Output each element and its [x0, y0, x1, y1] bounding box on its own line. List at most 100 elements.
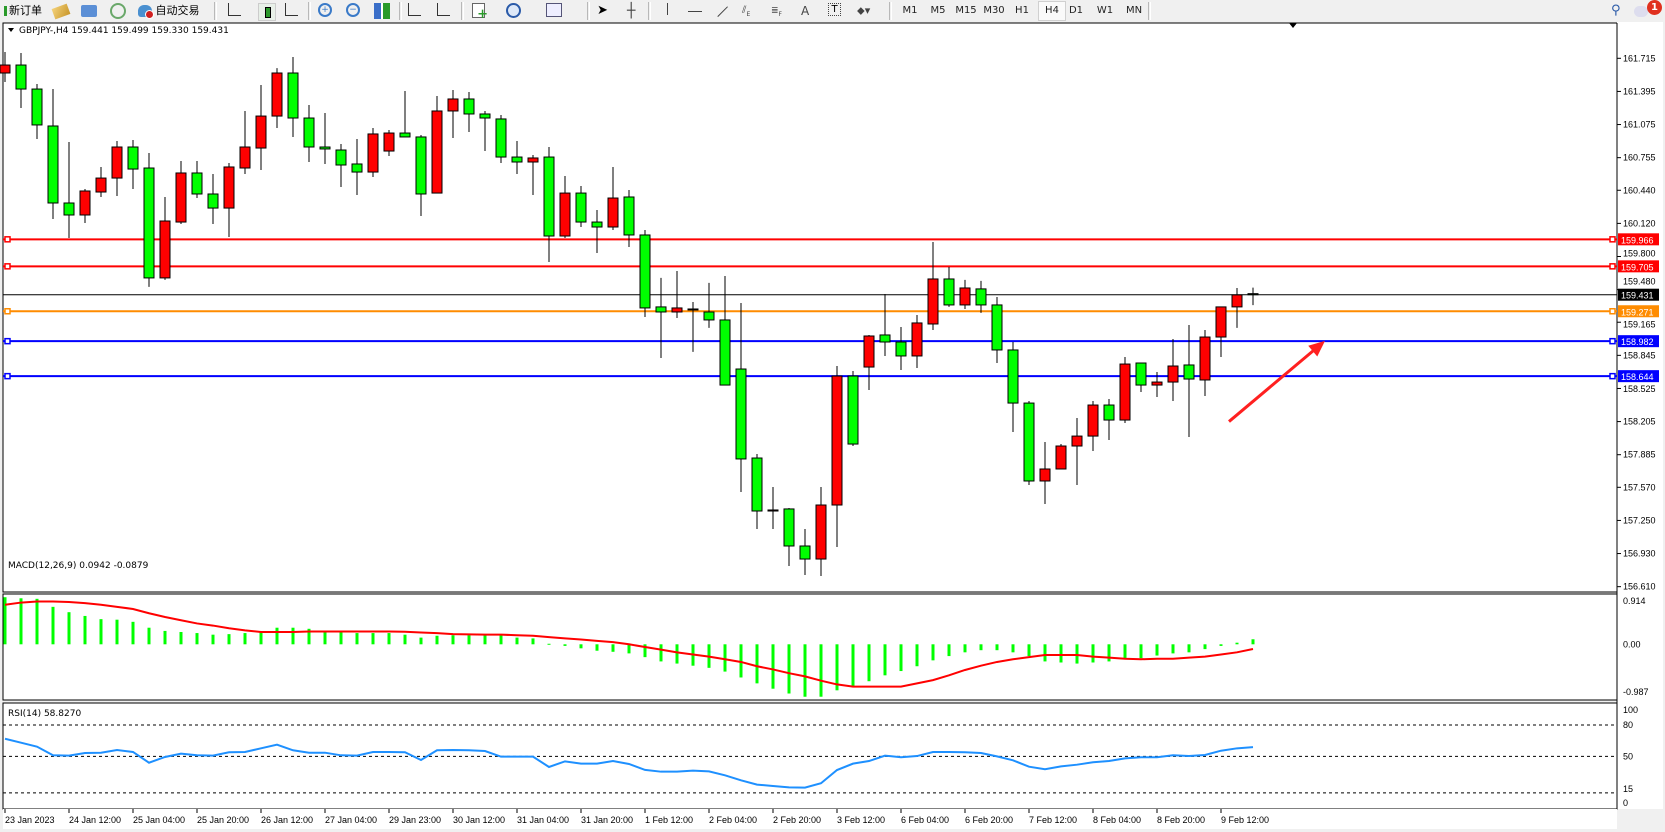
indicators-icon[interactable]: + — [472, 3, 488, 21]
bearish-candle — [847, 375, 859, 445]
chart-title: GBPJPY-,H4 159.441 159.499 159.330 159.4… — [19, 26, 229, 36]
bearish-candle — [415, 136, 427, 195]
bearish-candle — [319, 146, 331, 150]
bullish-candle — [607, 197, 619, 228]
macd-histogram-bar — [579, 644, 583, 649]
timeframe-m5[interactable]: M5 — [930, 5, 946, 16]
macd-histogram-bar — [211, 634, 215, 645]
text-label-icon[interactable]: T — [828, 3, 841, 16]
bullish-candle — [831, 375, 843, 506]
macd-histogram-bar — [995, 644, 999, 651]
price-tick-label: 161.075 — [1623, 120, 1656, 130]
macd-histogram-bar — [179, 631, 183, 645]
time-tick-label: 25 Jan 04:00 — [133, 815, 185, 825]
macd-histogram-bar — [227, 634, 231, 645]
macd-histogram-bar — [627, 644, 631, 654]
macd-histogram-bar — [515, 637, 519, 645]
macd-histogram-bar — [19, 598, 23, 645]
arrow-head-icon — [1308, 340, 1325, 357]
tile-windows-icon[interactable] — [374, 3, 390, 19]
macd-histogram-bar — [115, 619, 119, 645]
macd-histogram-bar — [819, 644, 823, 697]
navigator-icon[interactable] — [110, 3, 126, 19]
main-panel — [2, 22, 1618, 593]
timeframe-d1[interactable]: D1 — [1068, 5, 1084, 16]
bullish-candle — [1231, 294, 1243, 308]
price-tick-label: 159.480 — [1623, 277, 1656, 287]
zoom-out-icon[interactable]: − — [346, 3, 360, 17]
zoom-in-icon[interactable]: + — [318, 3, 332, 17]
arrows-icon[interactable]: ⬥▾ — [857, 4, 871, 17]
time-tick-label: 30 Jan 12:00 — [453, 815, 505, 825]
bearish-candle — [703, 311, 715, 321]
new-order-button[interactable]: 新订单 — [4, 2, 42, 20]
bearish-candle — [495, 118, 507, 158]
data-window-icon[interactable] — [81, 5, 97, 17]
bearish-candle — [287, 72, 299, 119]
bullish-candle — [159, 220, 171, 279]
timeframe-h1[interactable]: H1 — [1015, 5, 1029, 16]
text-icon[interactable]: A — [801, 4, 810, 18]
macd-histogram-bar — [163, 630, 167, 645]
crosshair-icon[interactable]: ┼ — [627, 3, 636, 19]
bullish-candle — [175, 172, 187, 223]
equidistant-channel-icon[interactable]: ⫽E — [742, 5, 751, 18]
macd-histogram-bar — [355, 633, 359, 645]
timeframe-m1[interactable]: M1 — [902, 5, 918, 16]
search-icon[interactable]: ⚲ — [1611, 3, 1621, 18]
time-tick-label: 2 Feb 20:00 — [773, 815, 821, 825]
vertical-line-icon[interactable] — [667, 3, 669, 15]
autoscroll-icon[interactable] — [408, 3, 421, 16]
macd-histogram-bar — [259, 631, 263, 645]
chart-shift-icon[interactable] — [437, 3, 450, 16]
time-tick-label: 31 Jan 04:00 — [517, 815, 569, 825]
timeframe-h4[interactable]: H4 — [1038, 1, 1066, 21]
timeframe-mn[interactable]: MN — [1125, 5, 1143, 16]
macd-histogram-bar — [483, 635, 487, 645]
bullish-candle — [863, 335, 875, 368]
time-tick-label: 9 Feb 12:00 — [1221, 815, 1269, 825]
periods-icon[interactable] — [506, 3, 521, 18]
time-tick-label: 8 Feb 04:00 — [1093, 815, 1141, 825]
macd-histogram-bar — [851, 644, 855, 688]
macd-histogram-bar — [3, 597, 7, 645]
line-chart-icon[interactable] — [285, 3, 298, 16]
notification-badge[interactable]: 1 — [1647, 0, 1662, 15]
bearish-candle — [639, 234, 651, 309]
timeframe-m15[interactable]: M15 — [955, 5, 977, 16]
cursor-icon[interactable]: ➤ — [597, 3, 608, 18]
new-order-label: 新订单 — [9, 4, 42, 17]
macd-panel-frame — [2, 593, 1618, 701]
auto-trading-icon — [138, 5, 154, 19]
hline-handle — [1609, 263, 1616, 270]
macd-histogram-bar — [1139, 644, 1143, 659]
templates-icon[interactable] — [546, 3, 562, 17]
macd-histogram-bar — [1203, 644, 1207, 650]
bearish-candle — [1135, 362, 1147, 386]
macd-histogram-bar — [243, 633, 247, 645]
bearish-candle — [47, 125, 59, 204]
chat-icon[interactable] — [1634, 6, 1648, 17]
horizontal-line-icon[interactable] — [688, 11, 702, 13]
macd-histogram-bar — [371, 633, 375, 645]
fibonacci-icon[interactable]: ≣F — [771, 6, 782, 18]
price-tick-label: 160.440 — [1623, 185, 1656, 195]
bullish-candle — [255, 115, 267, 149]
timeframe-m30[interactable]: M30 — [983, 5, 1005, 16]
macd-signal-line — [4, 600, 1254, 688]
price-tick-label: 158.845 — [1623, 350, 1656, 360]
macd-histogram-bar — [323, 631, 327, 645]
candlestick-icon[interactable] — [258, 3, 276, 21]
bar-chart-icon[interactable] — [228, 3, 241, 16]
bearish-candle — [719, 319, 731, 386]
macd-histogram-bar — [963, 644, 967, 653]
auto-trading-button[interactable]: 自动交易 — [138, 2, 200, 20]
bearish-candle — [127, 146, 139, 170]
bearish-candle — [31, 88, 43, 126]
macd-histogram-bar — [1059, 644, 1063, 663]
macd-histogram-bar — [899, 644, 903, 672]
bullish-candle — [559, 192, 571, 237]
timeframe-w1[interactable]: W1 — [1096, 5, 1114, 16]
price-tick-label: 161.715 — [1623, 53, 1656, 63]
